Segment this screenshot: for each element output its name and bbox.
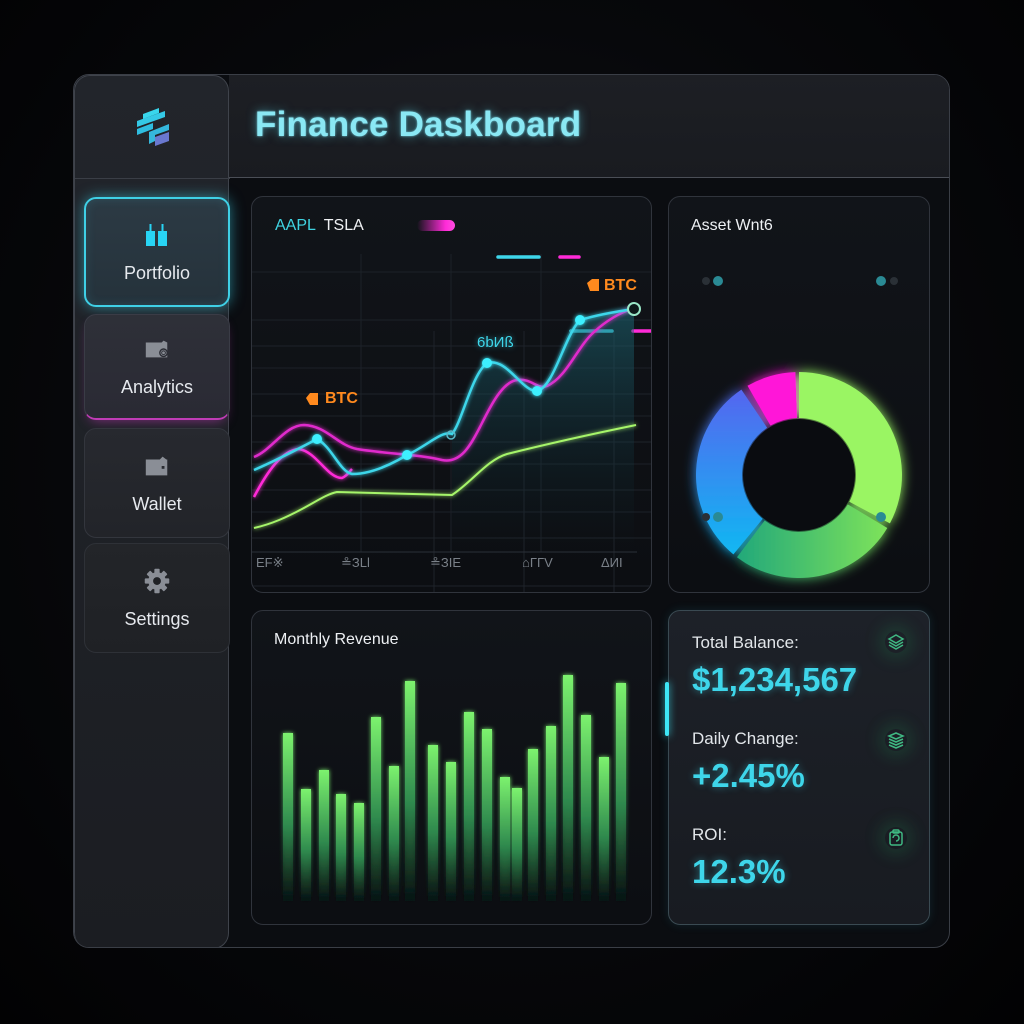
legend-tsla[interactable]: TSLA	[323, 217, 364, 234]
gear-icon	[143, 567, 171, 595]
sidebar-item-wallet[interactable]: Wallet	[84, 428, 230, 538]
dashboard-window: Finance Daskboard Portfolio	[73, 74, 950, 948]
btc-tag-icon	[587, 279, 599, 291]
bar-chart-title: Monthly Revenue	[274, 631, 399, 648]
sidebar-item-label: Portfolio	[123, 262, 191, 283]
revenue-bar-chart	[283, 675, 626, 901]
daily-change-value: +2.45%	[692, 757, 805, 794]
daily-change-label: Daily Change:	[692, 729, 799, 748]
donut-chart	[695, 276, 902, 579]
logo-icon	[137, 108, 169, 146]
sidebar: Portfolio Analytics Wallet	[74, 75, 230, 947]
legend-toggle-pill[interactable]	[417, 220, 455, 231]
legend-aapl[interactable]: AAPL	[275, 217, 316, 234]
donut-title: Asset Wnt6	[691, 217, 773, 234]
sidebar-item-settings[interactable]: Settings	[84, 543, 230, 653]
x-tick-label: ⌂ΓΓV	[522, 555, 553, 570]
total-balance-value: $1,234,567	[692, 661, 858, 698]
logo-container	[75, 76, 230, 179]
sidebar-item-analytics[interactable]: Analytics	[84, 314, 230, 420]
sidebar-item-label: Analytics	[120, 377, 194, 397]
peak-annotation: 6bИß	[477, 334, 514, 351]
btc-annotation-left: BTC	[325, 390, 358, 407]
line-chart-series	[252, 254, 651, 553]
wallet-icon	[143, 452, 171, 480]
stats-scroll-indicator[interactable]	[665, 682, 669, 736]
stack-icon	[885, 631, 907, 653]
decorative-dots	[702, 276, 898, 522]
roi-value: 12.3%	[692, 853, 786, 890]
stats-card: Total Balance: $1,234,567 Daily Change: …	[668, 610, 930, 925]
page-title: Finance Daskboard	[255, 105, 582, 144]
roi-label: ROI:	[692, 825, 727, 844]
x-tick-label: EF※	[256, 555, 284, 570]
header-bar: Finance Daskboard	[229, 75, 949, 178]
analytics-icon	[143, 335, 171, 363]
portfolio-icon	[143, 221, 171, 249]
btc-annotation-top: BTC	[604, 277, 637, 294]
layers-icon	[885, 729, 907, 751]
roi-stat: ROI: 12.3%	[692, 825, 786, 891]
asset-donut-card: Asset Wnt6	[668, 196, 930, 593]
btc-tag-icon	[306, 393, 318, 405]
total-balance-stat: Total Balance: $1,234,567	[692, 633, 857, 699]
sidebar-item-portfolio[interactable]: Portfolio	[84, 197, 230, 307]
daily-change-stat: Daily Change: +2.45%	[692, 729, 805, 795]
sidebar-item-label: Settings	[124, 608, 190, 629]
monthly-revenue-card: Monthly Revenue	[251, 610, 652, 925]
price-line-chart-card: AAPL TSLA	[251, 196, 652, 593]
x-tick-label: ≗ЗLl	[341, 555, 370, 570]
sidebar-item-label: Wallet	[132, 493, 182, 514]
chart-legend: AAPL TSLA	[275, 217, 364, 235]
x-tick-label: ΔИΙ	[601, 555, 623, 570]
x-axis: EF※ ≗ЗLl ≗ЗΙE ⌂ΓΓV ΔИΙ	[256, 555, 651, 575]
x-tick-label: ≗ЗΙE	[430, 555, 462, 570]
clipboard-icon	[885, 827, 907, 849]
total-balance-label: Total Balance:	[692, 633, 799, 652]
